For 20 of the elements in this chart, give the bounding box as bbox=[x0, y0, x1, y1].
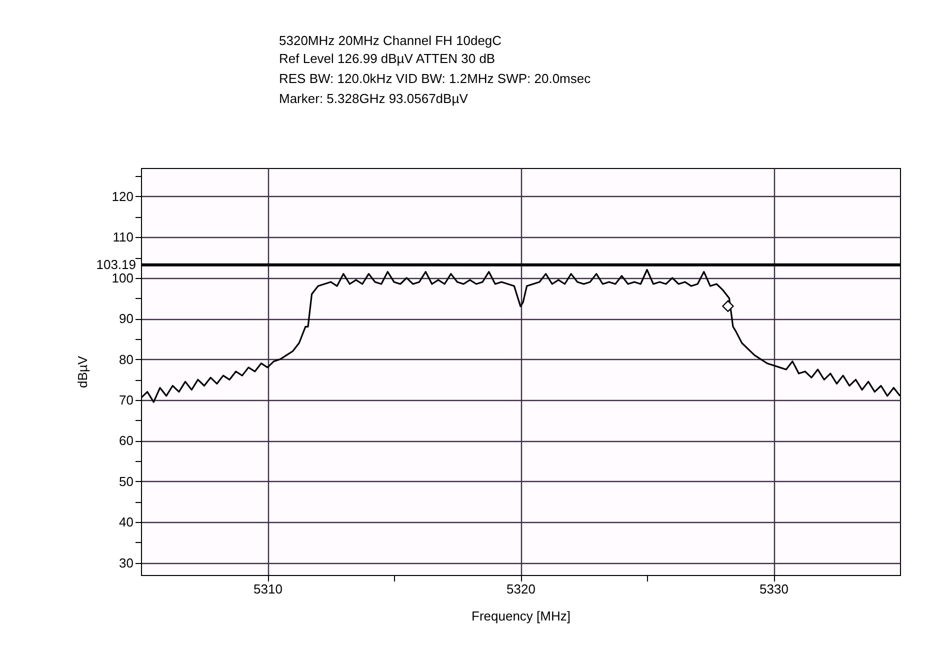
x-tick-label: 5320 bbox=[506, 582, 536, 596]
x-tick-label: 5330 bbox=[760, 582, 788, 596]
text: RES BW: 120.0kHz VID BW: 1.2MHz SWP: 20.0msec bbox=[279, 71, 592, 86]
y-tick-label: 30 bbox=[119, 555, 134, 570]
text: Marker: 5.328GHz 93.0567dBµV bbox=[279, 91, 468, 106]
x-tick-label: 5310 bbox=[254, 582, 282, 596]
text: Ref Level 126.99 dBµV ATTEN 30 dB bbox=[279, 51, 496, 66]
y-tick-label: 100 bbox=[112, 270, 134, 286]
y-tick-label: 70 bbox=[119, 392, 134, 408]
y-tick-label: 40 bbox=[119, 514, 134, 530]
y-tick-label: 110 bbox=[112, 230, 134, 245]
y-axis-title: dBµV bbox=[74, 356, 90, 388]
ref-line-label: 103.19 bbox=[96, 256, 136, 272]
y-tick-label: 80 bbox=[119, 352, 134, 367]
x-axis-title: Frequency [MHz] bbox=[472, 608, 570, 624]
y-tick-label: 90 bbox=[119, 311, 134, 326]
y-tick-label: 60 bbox=[119, 433, 134, 448]
y-tick-label: 120 bbox=[112, 188, 134, 204]
y-tick-label: 50 bbox=[119, 474, 134, 489]
chart-title: 5320MHz 20MHz Channel FH 10degC bbox=[279, 33, 502, 48]
